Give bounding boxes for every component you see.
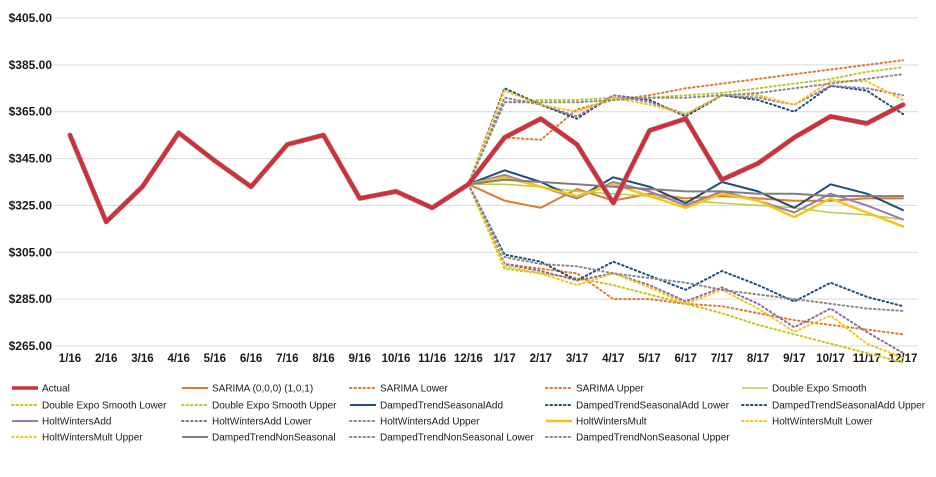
x-tick-label: 5/16 — [204, 353, 226, 365]
x-tick-label: 11/16 — [418, 353, 446, 365]
x-tick-label: 9/16 — [349, 353, 371, 365]
series-line-holtwintersmult-upper — [467, 80, 904, 186]
legend-label: HoltWintersMult Lower — [772, 417, 873, 428]
x-tick-label: 3/16 — [131, 353, 153, 365]
series-line-dampedtrendnonseasonal-upper — [467, 73, 904, 186]
x-tick-label: 1/17 — [493, 353, 515, 365]
legend-item-holtwintersmult-lower: HoltWintersMult Lower — [741, 417, 873, 428]
y-tick-label: $385.00 — [9, 58, 53, 72]
y-axis: $265.00 $285.00 $305.00 $325.00 $345.00 $365.… — [9, 11, 53, 353]
x-tick-label: 7/16 — [276, 353, 298, 365]
legend-item-double-expo-smooth-upper: Double Expo Smooth Upper — [181, 401, 337, 412]
series-line-sarima-lower — [467, 183, 904, 336]
legend-label: SARIMA Upper — [576, 384, 644, 395]
legend-item-dampedtrendseasonaladd-lower: DampedTrendSeasonalAdd Lower — [545, 401, 730, 412]
x-tick-label: 12/17 — [889, 353, 918, 365]
legend-item-double-expo-smooth-lower: Double Expo Smooth Lower — [11, 401, 167, 412]
x-tick-label: 9/17 — [783, 353, 805, 365]
legend-label: Double Expo Smooth — [772, 384, 867, 395]
y-tick-label: $345.00 — [9, 152, 53, 166]
y-tick-label: $405.00 — [9, 11, 53, 25]
series-line-holtwintersmult — [467, 176, 905, 228]
legend-label: Double Expo Smooth Upper — [212, 401, 337, 412]
legend-item-holtwintersadd-lower: HoltWintersAdd Lower — [181, 417, 312, 428]
legend-item-dampedtrendnonseasonal: DampedTrendNonSeasonal — [182, 433, 336, 444]
legend-label: SARIMA Lower — [380, 384, 448, 395]
legend-item-double-expo-smooth: Double Expo Smooth — [742, 384, 867, 395]
y-tick-label: $285.00 — [9, 292, 53, 306]
x-tick-label: 10/16 — [382, 353, 411, 365]
x-tick-label: 8/16 — [312, 353, 334, 365]
series-line-holtwintersadd-lower — [467, 183, 904, 354]
legend-item-holtwintersmult: HoltWintersMult — [546, 417, 647, 428]
x-tick-label: 7/17 — [711, 353, 733, 365]
series-layer — [67, 59, 906, 364]
x-tick-label: 2/17 — [530, 353, 552, 365]
x-tick-label: 5/17 — [638, 353, 660, 365]
series-line-dampedtrendnonseasonal — [467, 178, 904, 198]
series-line-holtwintersmult-lower — [467, 183, 904, 359]
legend-label: DampedTrendNonSeasonal Upper — [576, 433, 730, 444]
legend-item-holtwintersmult-upper: HoltWintersMult Upper — [11, 433, 143, 444]
series-line-double-expo-smooth-upper — [467, 66, 904, 186]
legend-item-holtwintersadd: HoltWintersAdd — [12, 417, 111, 428]
legend-label: HoltWintersMult — [576, 417, 647, 428]
legend-item-dampedtrendseasonaladd-upper: DampedTrendSeasonalAdd Upper — [741, 401, 926, 412]
legend-label: SARIMA (0,0,0) (1,0,1) — [212, 384, 313, 395]
legend-item-actual: Actual — [12, 384, 70, 395]
legend-label: DampedTrendSeasonalAdd Upper — [772, 401, 926, 412]
y-tick-label: $305.00 — [9, 245, 53, 259]
legend-label: HoltWintersAdd — [42, 417, 111, 428]
x-tick-label: 2/16 — [95, 353, 117, 365]
y-tick-label: $325.00 — [9, 198, 53, 212]
x-tick-label: 4/16 — [167, 353, 189, 365]
series-line-sarima-0-0-0-1-0-1 — [467, 183, 904, 209]
x-axis: 1/16 2/16 3/16 4/16 5/16 6/16 7/16 8/16 9/16 10/1… — [59, 353, 918, 365]
legend-label: HoltWintersMult Upper — [42, 433, 143, 444]
legend-item-holtwintersadd-upper: HoltWintersAdd Upper — [349, 417, 480, 428]
y-tick-label: $265.00 — [9, 339, 53, 353]
x-tick-label: 10/17 — [816, 353, 845, 365]
x-tick-label: 8/17 — [747, 353, 769, 365]
legend-item-dampedtrendnonseasonal-lower: DampedTrendNonSeasonal Lower — [349, 433, 534, 444]
legend-item-sarima-upper: SARIMA Upper — [545, 384, 644, 395]
legend-label: DampedTrendSeasonalAdd Lower — [576, 401, 730, 412]
x-tick-label: 6/16 — [240, 353, 262, 365]
x-tick-label: 12/16 — [454, 353, 483, 365]
x-tick-label: 6/17 — [675, 353, 697, 365]
legend-item-dampedtrendseasonaladd: DampedTrendSeasonalAdd — [350, 401, 503, 412]
series-line-actual — [68, 102, 905, 224]
legend-label: HoltWintersAdd Upper — [380, 417, 480, 428]
x-tick-label: 11/17 — [853, 353, 881, 365]
legend-label: DampedTrendNonSeasonal Lower — [380, 433, 534, 444]
legend-item-sarima-lower: SARIMA Lower — [349, 384, 448, 395]
series-line-double-expo-smooth-lower — [467, 183, 904, 364]
x-tick-label: 1/16 — [59, 353, 81, 365]
x-tick-label: 3/17 — [566, 353, 588, 365]
legend-label: Actual — [42, 384, 70, 395]
series-line-dampedtrendseasonaladd-lower — [467, 183, 904, 308]
y-tick-label: $365.00 — [9, 105, 53, 119]
series-line-dampedtrendseasonaladd — [467, 169, 904, 212]
legend-item-sarima-0-0-0-1-0-1: SARIMA (0,0,0) (1,0,1) — [182, 384, 313, 395]
legend-label: HoltWintersAdd Lower — [212, 417, 312, 428]
legend-label: Double Expo Smooth Lower — [42, 401, 167, 412]
legend-item-dampedtrendnonseasonal-upper: DampedTrendNonSeasonal Upper — [545, 433, 730, 444]
series-line-sarima-upper — [467, 59, 904, 186]
legend-label: DampedTrendSeasonalAdd — [380, 401, 503, 412]
legend: Actual SARIMA (0,0,0) (1,0,1) SARIMA Lower… — [11, 384, 926, 444]
x-tick-label: 4/17 — [602, 353, 624, 365]
series-line-dampedtrendnonseasonal-lower — [467, 183, 904, 312]
legend-label: DampedTrendNonSeasonal — [212, 433, 336, 444]
